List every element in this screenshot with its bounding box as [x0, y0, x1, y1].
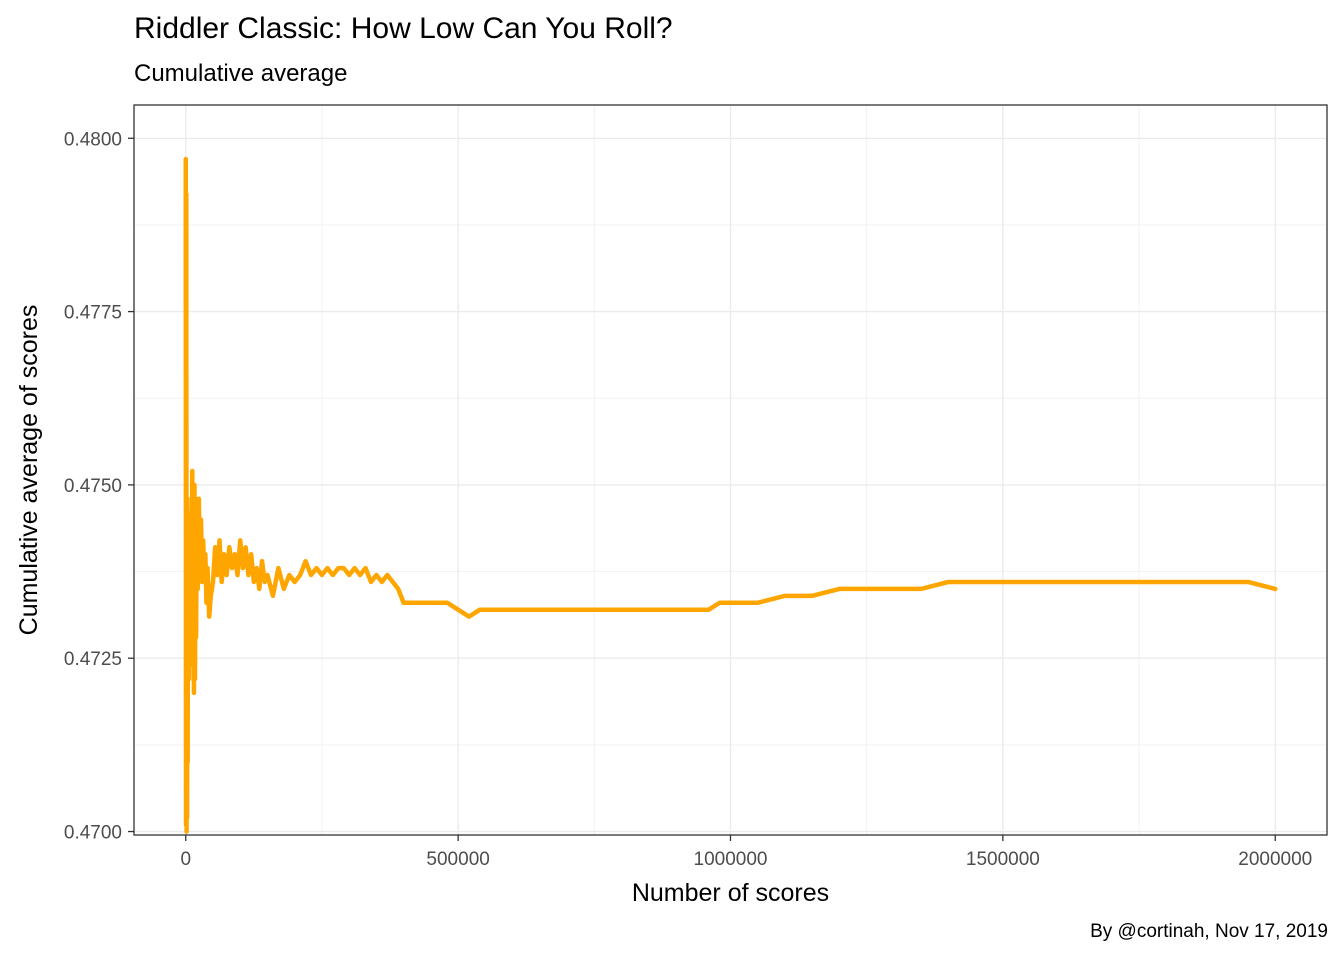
cumulative-average-line — [183, 156, 1278, 834]
y-axis-ticks: 0.4700 0.4725 0.4750 0.4775 0.4800 — [64, 129, 134, 844]
chart-caption: By @cortinah, Nov 17, 2019 — [1090, 921, 1328, 942]
chart-title: Riddler Classic: How Low Can You Roll? — [134, 12, 673, 45]
x-tick-label: 0 — [180, 849, 191, 870]
x-axis-ticks: 0 500000 1000000 1500000 2000000 — [180, 835, 1312, 870]
x-tick-label: 1000000 — [694, 849, 768, 870]
y-tick-label: 0.4750 — [64, 476, 122, 497]
y-tick-label: 0.4800 — [64, 129, 122, 150]
y-tick-label: 0.4725 — [64, 649, 122, 670]
x-tick-label: 2000000 — [1238, 849, 1312, 870]
x-axis-title: Number of scores — [632, 879, 829, 907]
chart-subtitle: Cumulative average — [134, 60, 348, 87]
x-tick-label: 500000 — [426, 849, 489, 870]
x-tick-label: 1500000 — [966, 849, 1040, 870]
y-tick-label: 0.4700 — [64, 823, 122, 844]
y-tick-label: 0.4775 — [64, 303, 122, 324]
y-axis-title: Cumulative average of scores — [15, 305, 43, 636]
